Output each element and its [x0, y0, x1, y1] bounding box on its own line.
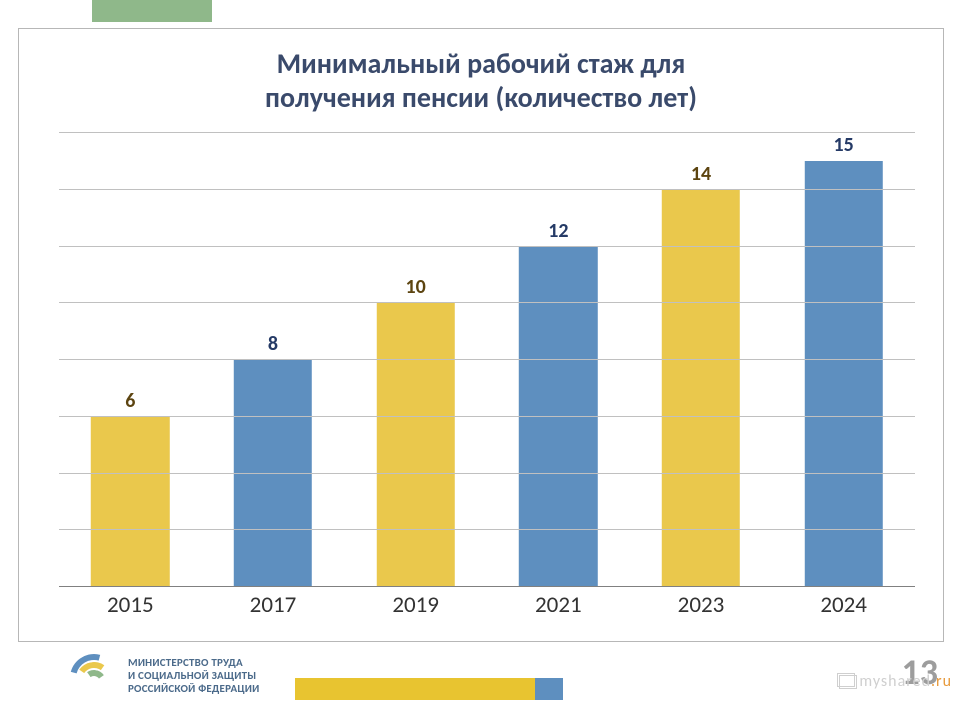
- bar-value-label: 10: [406, 275, 426, 299]
- bar-slot: 12: [487, 133, 630, 587]
- bar: [91, 417, 169, 587]
- ministry-line2: И СОЦИАЛЬНОЙ ЗАЩИТЫ: [128, 669, 260, 682]
- bar-slot: 8: [202, 133, 345, 587]
- footer-accent-blue: [535, 678, 563, 700]
- bar-slot: 14: [630, 133, 773, 587]
- x-axis-label: 2015: [107, 591, 154, 619]
- bar-value-label: 8: [268, 332, 278, 356]
- x-axis-labels: 2015 2017 2019 2021 2023 2024: [59, 591, 915, 621]
- x-axis-label: 2023: [678, 591, 725, 619]
- x-axis-label: 2024: [820, 591, 867, 619]
- bar: [804, 161, 882, 587]
- bar-value-label: 15: [834, 133, 854, 157]
- bar: [519, 247, 597, 588]
- gridline: [59, 189, 915, 190]
- chart-title: Минимальный рабочий стаж дляполучения пе…: [19, 47, 943, 114]
- gridline: [59, 132, 915, 133]
- watermark-text: myshared: [859, 672, 931, 691]
- top-accent-bar: [92, 0, 212, 22]
- gridline: [59, 416, 915, 417]
- bar-slot: 10: [344, 133, 487, 587]
- bar: [234, 360, 312, 587]
- bar-slot: 6: [59, 133, 202, 587]
- watermark: myshared.ru: [839, 672, 952, 691]
- chart-frame: Минимальный рабочий стаж дляполучения пе…: [18, 28, 944, 642]
- bars-container: 6 8 10 12 14 15: [59, 133, 915, 587]
- gridline: [59, 359, 915, 360]
- x-axis-label: 2021: [535, 591, 582, 619]
- x-axis-label: 2017: [250, 591, 297, 619]
- gridline: [59, 586, 915, 587]
- ministry-logo-icon: [70, 654, 118, 702]
- gridline: [59, 302, 915, 303]
- slides-icon: [839, 675, 857, 689]
- x-axis-label: 2019: [392, 591, 439, 619]
- bar: [376, 303, 454, 587]
- gridline: [59, 473, 915, 474]
- ministry-text: МИНИСТЕРСТВО ТРУДА И СОЦИАЛЬНОЙ ЗАЩИТЫ Р…: [128, 656, 260, 696]
- footer: МИНИСТЕРСТВО ТРУДА И СОЦИАЛЬНОЙ ЗАЩИТЫ Р…: [0, 640, 960, 720]
- ministry-line1: МИНИСТЕРСТВО ТРУДА: [128, 656, 260, 669]
- gridline: [59, 246, 915, 247]
- footer-accent-yellow: [295, 678, 535, 700]
- bar-slot: 15: [772, 133, 915, 587]
- bar-value-label: 6: [125, 389, 135, 413]
- ministry-line3: РОССИЙСКОЙ ФЕДЕРАЦИИ: [128, 682, 260, 695]
- plot-area: 6 8 10 12 14 15: [59, 133, 915, 587]
- bar-value-label: 14: [691, 162, 711, 186]
- bar: [662, 190, 740, 587]
- bar-value-label: 12: [548, 219, 568, 243]
- gridline: [59, 529, 915, 530]
